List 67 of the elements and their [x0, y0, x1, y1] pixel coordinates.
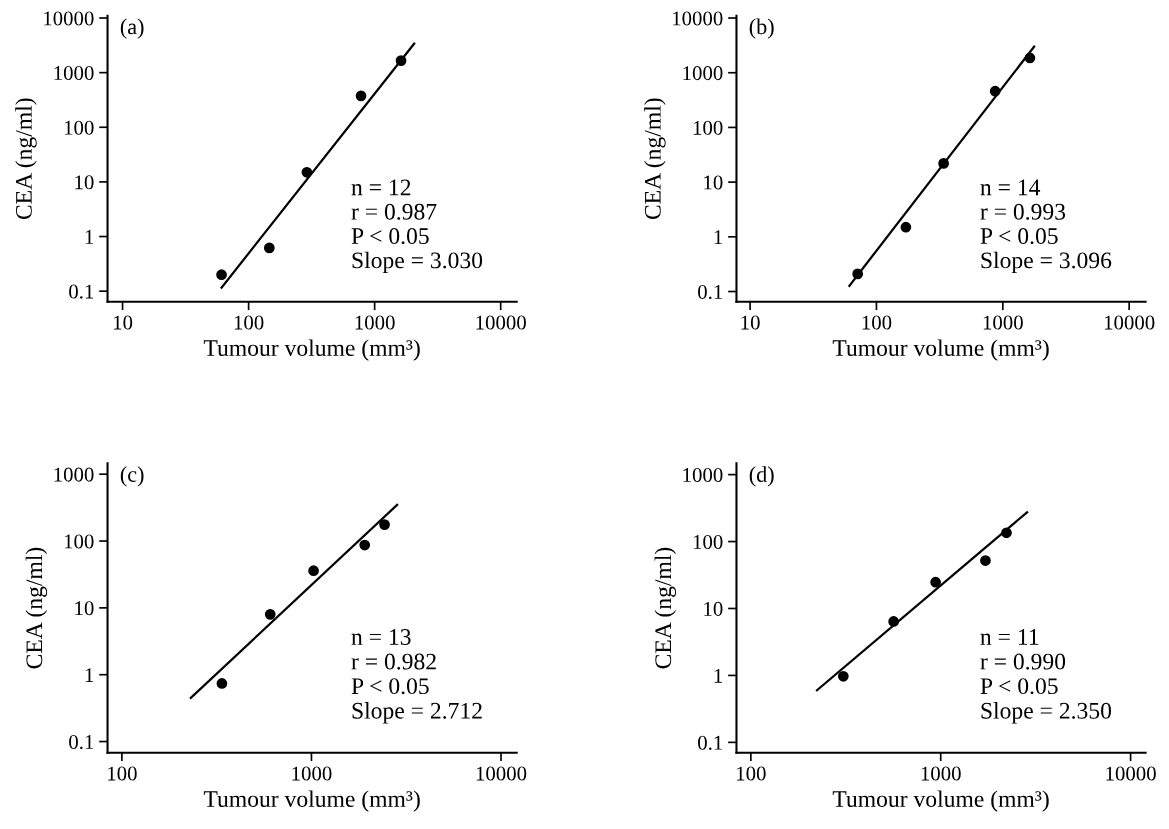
- y-tick-label: 1000: [683, 66, 723, 81]
- y-tick-label: 1000: [54, 467, 94, 482]
- x-tick-label: 10000: [476, 315, 526, 330]
- y-tick-label: 1: [85, 668, 94, 682]
- point: [1024, 52, 1036, 64]
- y-tick-label: 1: [714, 230, 723, 245]
- point: [938, 158, 949, 169]
- annotation: r = 0.987: [351, 203, 437, 220]
- x-tick-label: 10000: [1104, 315, 1155, 330]
- y-tick-label: 0.1: [69, 734, 94, 750]
- x-tick-label: 10: [741, 315, 760, 330]
- annotation: r = 0.993: [980, 203, 1066, 220]
- y-tick-label: 10000: [673, 11, 723, 26]
- x-axis-title: Tumour volume (mm³): [203, 790, 420, 812]
- x-tick-label: 1000: [292, 766, 332, 781]
- annotation: P < 0.05: [980, 678, 1058, 695]
- x-tick-label: 10000: [476, 766, 527, 781]
- y-axis-title: CEA (ng/ml): [25, 547, 48, 669]
- annotation: n = 12: [351, 179, 411, 196]
- x-axis-title: Tumour volume (mm³): [832, 790, 1049, 812]
- y-tick-label: 1: [714, 668, 723, 683]
- x-tick-label: 100: [108, 766, 137, 781]
- annotation: Slope = 3.030: [352, 251, 483, 274]
- y-tick-label: 10: [75, 175, 94, 190]
- x-axis-title: Tumour volume (mm³): [203, 339, 420, 361]
- annotation: P < 0.05: [351, 678, 429, 695]
- annotation: P < 0.05: [980, 228, 1058, 245]
- annotation: Slope = 2.350: [981, 702, 1112, 724]
- annotation: r = 0.982: [351, 653, 436, 670]
- y-tick-label: 100: [64, 120, 94, 135]
- x-tick-label: 10000: [1106, 766, 1156, 781]
- annotation: n = 14: [980, 179, 1041, 196]
- y-tick-label: 1000: [683, 467, 723, 483]
- y-tick-label: 0.1: [698, 284, 723, 300]
- annotation: r = 0.990: [980, 653, 1066, 670]
- y-tick-label: 100: [693, 534, 723, 549]
- y-axis-title: CEA (ng/ml): [654, 547, 677, 669]
- x-tick-label: 1000: [355, 315, 395, 330]
- y-tick-label: 10: [704, 175, 723, 190]
- annotation: (a): [120, 18, 144, 39]
- annotation: (d): [749, 466, 774, 487]
- y-tick-label: 1000: [54, 66, 94, 81]
- annotation: Slope = 2.712: [352, 702, 482, 724]
- annotation: Slope = 3.096: [981, 251, 1112, 274]
- y-tick-label: 10: [704, 601, 723, 616]
- x-tick-label: 100: [862, 315, 892, 330]
- x-axis-title: Tumour volume (mm³): [832, 339, 1049, 361]
- annotation: n = 13: [351, 629, 411, 645]
- x-tick-label: 1000: [921, 766, 961, 781]
- x-tick-label: 1000: [983, 315, 1023, 330]
- annotation: P < 0.05: [351, 228, 429, 245]
- x-tick-label: 100: [234, 315, 264, 330]
- y-tick-label: 0.1: [698, 735, 723, 750]
- y-tick-label: 100: [64, 534, 94, 549]
- annotation: (c): [120, 466, 144, 487]
- y-tick-label: 10000: [44, 11, 94, 26]
- x-tick-label: 100: [737, 766, 766, 781]
- annotation: n = 11: [980, 629, 1039, 645]
- y-tick-label: 100: [693, 120, 723, 135]
- y-tick-label: 10: [75, 601, 94, 616]
- y-axis-title: CEA (ng/ml): [644, 98, 666, 220]
- y-tick-label: 0.1: [69, 284, 94, 299]
- y-tick-label: 1: [85, 230, 94, 244]
- point: [852, 268, 864, 280]
- annotation: (b): [749, 18, 774, 39]
- x-tick-label: 10: [113, 315, 133, 330]
- y-axis-title: CEA (ng/ml): [15, 98, 37, 220]
